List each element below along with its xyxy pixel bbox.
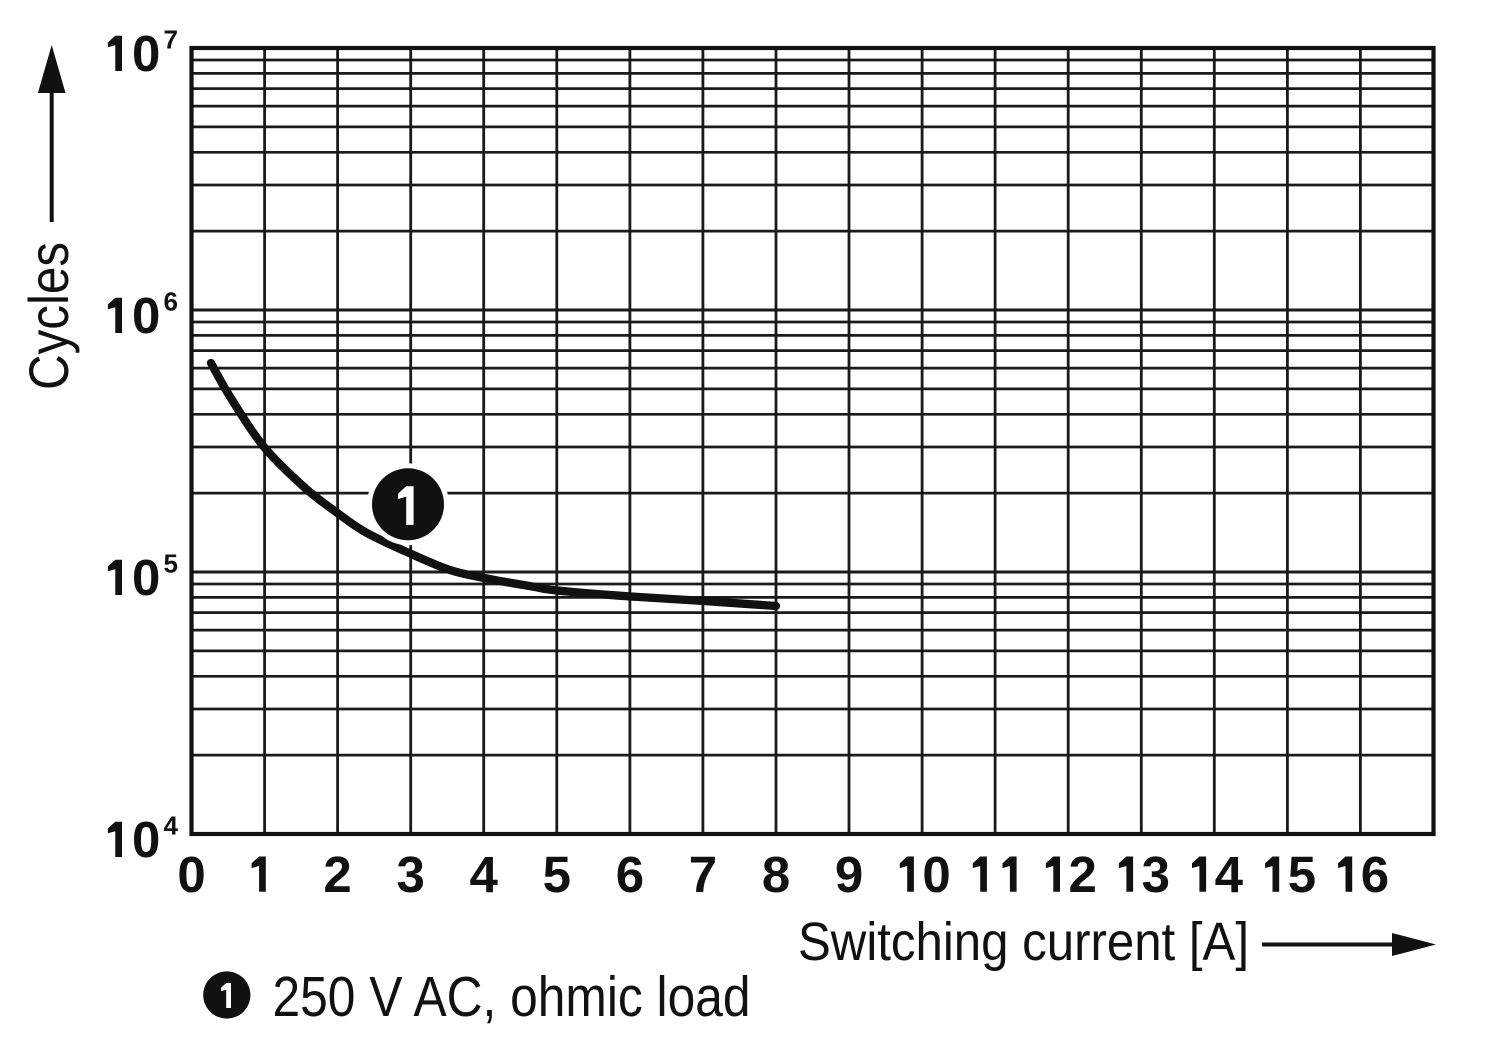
svg-text:0: 0 bbox=[922, 846, 950, 903]
svg-text:3: 3 bbox=[397, 846, 425, 903]
svg-text:9: 9 bbox=[835, 846, 863, 903]
svg-text:7: 7 bbox=[689, 846, 717, 903]
svg-text:250 V AC, ohmic load: 250 V AC, ohmic load bbox=[273, 965, 751, 1029]
svg-text:5: 5 bbox=[1288, 846, 1316, 903]
svg-text:4: 4 bbox=[164, 810, 179, 840]
svg-text:0: 0 bbox=[132, 287, 160, 344]
svg-text:6: 6 bbox=[164, 286, 178, 316]
svg-text:Cycles: Cycles bbox=[17, 242, 80, 390]
svg-text:2: 2 bbox=[1069, 846, 1097, 903]
svg-text:7: 7 bbox=[164, 24, 178, 54]
svg-text:8: 8 bbox=[762, 846, 790, 903]
svg-text:2: 2 bbox=[323, 846, 351, 903]
svg-text:Switching current [A]: Switching current [A] bbox=[798, 912, 1249, 972]
svg-text:3: 3 bbox=[1142, 846, 1170, 903]
svg-text:0: 0 bbox=[177, 846, 205, 903]
svg-text:0: 0 bbox=[132, 811, 160, 868]
svg-text:6: 6 bbox=[1361, 846, 1389, 903]
svg-text:4: 4 bbox=[470, 846, 499, 903]
svg-text:4: 4 bbox=[1215, 846, 1244, 903]
svg-text:6: 6 bbox=[616, 846, 644, 903]
svg-text:5: 5 bbox=[164, 548, 178, 578]
svg-text:0: 0 bbox=[132, 549, 160, 606]
svg-text:0: 0 bbox=[132, 25, 160, 82]
svg-text:5: 5 bbox=[543, 846, 571, 903]
